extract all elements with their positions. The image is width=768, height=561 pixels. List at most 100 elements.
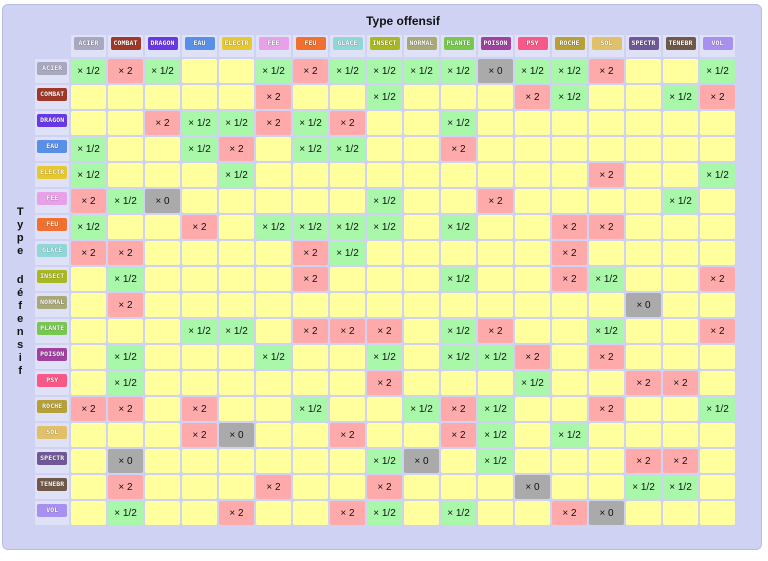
type-badge[interactable]: NORMAL [37, 296, 68, 309]
type-badge[interactable]: POISON [480, 37, 511, 50]
type-badge[interactable]: FEU [295, 37, 326, 50]
effectiveness-cell: × 2 [330, 319, 365, 343]
effectiveness-cell [293, 371, 328, 395]
effectiveness-cell: × 2 [71, 241, 106, 265]
effectiveness-cell [404, 267, 439, 291]
type-badge[interactable]: SOL [37, 426, 68, 439]
type-badge[interactable]: DRAGON [37, 114, 68, 127]
type-badge[interactable]: ELECTR [37, 166, 68, 179]
effectiveness-cell [71, 267, 106, 291]
effectiveness-cell [219, 345, 254, 369]
type-badge[interactable]: ROCHE [37, 400, 68, 413]
type-badge[interactable]: ELECTR [221, 37, 252, 50]
effectiveness-cell: × 1/2 [256, 59, 291, 83]
effectiveness-cell: × 2 [552, 241, 587, 265]
effectiveness-cell [145, 137, 180, 161]
effectiveness-cell [71, 345, 106, 369]
effectiveness-cell [515, 111, 550, 135]
effectiveness-cell: × 0 [589, 501, 624, 525]
type-badge[interactable]: PLANTE [37, 322, 68, 335]
type-badge[interactable]: SPECTR [628, 37, 659, 50]
type-badge[interactable]: INSECT [37, 270, 68, 283]
type-badge[interactable]: TENEBR [37, 478, 68, 491]
column-header-combat: COMBAT [108, 35, 143, 57]
effectiveness-cell: × 1/2 [589, 319, 624, 343]
effectiveness-cell [293, 449, 328, 473]
type-badge[interactable]: ACIER [37, 62, 68, 75]
effectiveness-cell [145, 371, 180, 395]
column-header-spectr: SPECTR [626, 35, 661, 57]
effectiveness-cell [589, 475, 624, 499]
effectiveness-cell: × 1/2 [478, 449, 513, 473]
type-badge[interactable]: EAU [184, 37, 215, 50]
effectiveness-cell [145, 501, 180, 525]
effectiveness-cell: × 2 [293, 267, 328, 291]
effectiveness-cell: × 2 [256, 111, 291, 135]
effectiveness-cell: × 2 [663, 371, 698, 395]
table-row: INSECT × 1/2 × 2 × 1/2 × 2 × 1/2 × 2 [7, 267, 735, 291]
effectiveness-cell [589, 293, 624, 317]
type-badge[interactable]: GLACE [37, 244, 68, 257]
type-badge[interactable]: VOL [702, 37, 733, 50]
effectiveness-cell: × 1/2 [293, 215, 328, 239]
effectiveness-cell: × 2 [108, 293, 143, 317]
effectiveness-cell: × 2 [71, 397, 106, 421]
effectiveness-cell [71, 501, 106, 525]
effectiveness-cell [663, 501, 698, 525]
type-badge[interactable]: SPECTR [37, 452, 68, 465]
type-badge[interactable]: COMBAT [37, 88, 68, 101]
effectiveness-cell [71, 85, 106, 109]
effectiveness-cell [404, 215, 439, 239]
type-badge[interactable]: EAU [37, 140, 68, 153]
effectiveness-cell [71, 449, 106, 473]
effectiveness-cell [552, 111, 587, 135]
effectiveness-cell [219, 85, 254, 109]
type-badge[interactable]: PSY [517, 37, 548, 50]
column-header-glace: GLACE [330, 35, 365, 57]
effectiveness-cell [700, 371, 735, 395]
effectiveness-cell [182, 267, 217, 291]
effectiveness-cell [552, 319, 587, 343]
type-badge[interactable]: INSECT [369, 37, 400, 50]
effectiveness-cell: × 1/2 [589, 267, 624, 291]
effectiveness-cell [219, 475, 254, 499]
effectiveness-cell [552, 345, 587, 369]
effectiveness-cell [626, 345, 661, 369]
effectiveness-cell [293, 475, 328, 499]
type-badge[interactable]: VOL [37, 504, 68, 517]
effectiveness-cell [108, 111, 143, 135]
effectiveness-cell [293, 163, 328, 187]
type-badge[interactable]: POISON [37, 348, 68, 361]
type-badge[interactable]: ROCHE [554, 37, 585, 50]
effectiveness-cell [663, 267, 698, 291]
effectiveness-cell [515, 137, 550, 161]
effectiveness-cell: × 2 [478, 319, 513, 343]
type-badge[interactable]: PLANTE [443, 37, 474, 50]
effectiveness-cell: × 1/2 [330, 59, 365, 83]
effectiveness-cell: × 1/2 [293, 397, 328, 421]
effectiveness-cell [552, 293, 587, 317]
effectiveness-cell [256, 449, 291, 473]
type-badge[interactable]: GLACE [332, 37, 363, 50]
effectiveness-cell [626, 111, 661, 135]
type-badge[interactable]: TENEBR [665, 37, 696, 50]
type-badge[interactable]: DRAGON [147, 37, 178, 50]
type-badge[interactable]: FEU [37, 218, 68, 231]
effectiveness-cell [441, 241, 476, 265]
effectiveness-cell: × 1/2 [552, 59, 587, 83]
effectiveness-cell: × 2 [552, 215, 587, 239]
type-badge[interactable]: FEE [258, 37, 289, 50]
type-badge[interactable]: SOL [591, 37, 622, 50]
effectiveness-cell [700, 215, 735, 239]
type-badge[interactable]: FEE [37, 192, 68, 205]
type-badge[interactable]: PSY [37, 374, 68, 387]
effectiveness-cell [367, 397, 402, 421]
effectiveness-cell [145, 423, 180, 447]
effectiveness-cell: × 1/2 [700, 397, 735, 421]
effectiveness-cell [404, 319, 439, 343]
effectiveness-cell: × 2 [441, 137, 476, 161]
type-badge[interactable]: NORMAL [406, 37, 437, 50]
type-badge[interactable]: ACIER [73, 37, 104, 50]
effectiveness-cell [145, 449, 180, 473]
type-badge[interactable]: COMBAT [110, 37, 141, 50]
